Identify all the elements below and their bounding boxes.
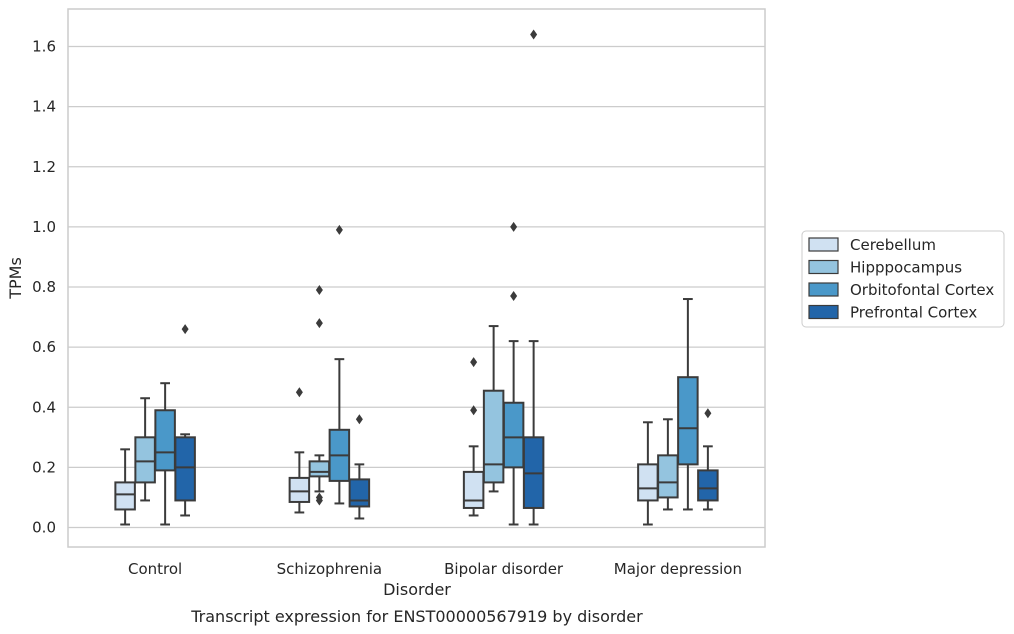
x-tick-label: Bipolar disorder [444, 560, 564, 578]
outlier-point [315, 318, 323, 329]
x-tick-label: Schizophrenia [277, 560, 382, 578]
box-iqr [697, 469, 719, 502]
legend-swatch [808, 237, 839, 252]
box-iqr [462, 470, 485, 509]
box-item [154, 382, 176, 526]
outlier-point [355, 414, 363, 425]
outlier-point [295, 387, 303, 398]
legend-label: Prefrontal Cortex [850, 304, 977, 322]
box-iqr [134, 436, 156, 484]
y-tick-label: 0.6 [32, 338, 56, 356]
box-item [288, 387, 311, 514]
legend-item: Prefrontal Cortex [808, 304, 977, 322]
x-tick-label: Control [128, 560, 182, 578]
legend-item: Orbitofontal Cortex [808, 281, 994, 299]
box-item [697, 408, 719, 511]
plot-area-frame [67, 8, 766, 548]
box-item [657, 418, 679, 511]
y-tick-label: 0.4 [32, 398, 56, 416]
legend-swatch [808, 282, 839, 297]
box-item [482, 325, 505, 493]
outlier-point [470, 357, 478, 368]
category-group [114, 324, 196, 526]
box-iqr [114, 481, 136, 511]
box-iqr [482, 389, 505, 484]
y-tick-label: 1.0 [32, 218, 56, 236]
box-iqr [174, 436, 196, 502]
box-iqr [288, 476, 311, 503]
box-iqr [637, 463, 659, 502]
legend-frame [801, 230, 1005, 328]
x-axis-label: Disorder [383, 580, 451, 599]
box-item [637, 421, 659, 526]
category-group [637, 298, 719, 526]
box-item [677, 298, 699, 511]
legend-items: Cerebellum Hipppocampus Orbitofontal Corte… [808, 236, 994, 322]
y-tick-label: 0.0 [32, 519, 56, 537]
category-group [288, 224, 371, 520]
box-item [348, 414, 371, 520]
y-tick-label: 1.2 [32, 158, 56, 176]
legend-label: Hipppocampus [850, 259, 962, 277]
box-iqr [657, 454, 679, 499]
box-iqr [154, 409, 176, 472]
box-groups [114, 29, 719, 526]
legend-swatch [808, 304, 839, 320]
legend: Cerebellum Hipppocampus Orbitofontal Corte… [801, 230, 1005, 328]
box-item [522, 29, 545, 526]
outlier-point [315, 492, 323, 503]
box-iqr [502, 401, 525, 469]
x-tick-label: Major depression [614, 560, 742, 578]
box-item [502, 221, 525, 526]
outlier-point [315, 285, 323, 296]
outlier-point [510, 221, 518, 232]
y-tick-label: 1.6 [32, 38, 56, 56]
box-item [174, 324, 196, 517]
legend-label: Cerebellum [850, 236, 936, 254]
outlier-point [530, 29, 538, 40]
y-tick-label: 1.4 [32, 98, 56, 116]
box-item [134, 397, 156, 502]
box-item [328, 224, 351, 505]
y-axis-ticks: 0.0 0.2 0.4 0.6 0.8 1.0 1.2 1.4 1.6 [32, 38, 56, 537]
category-group [462, 29, 545, 526]
outlier-point [335, 224, 343, 235]
outlier-point [181, 324, 189, 335]
box-item [308, 285, 331, 506]
outlier-point [704, 408, 712, 419]
legend-swatch [808, 259, 839, 275]
chart-caption: Transcript expression for ENST0000056791… [190, 607, 643, 626]
outlier-point [510, 291, 518, 302]
y-axis-label: TPMs [6, 257, 25, 300]
y-tick-label: 0.8 [32, 278, 56, 296]
y-tick-label: 0.2 [32, 458, 56, 476]
box-iqr [308, 460, 331, 478]
outlier-point [470, 405, 478, 416]
x-axis-ticks: Control Schizophrenia Bipolar disorder Majo… [128, 560, 742, 578]
legend-item: Hipppocampus [808, 259, 962, 277]
box-item [462, 357, 485, 517]
box-iqr [677, 376, 699, 466]
box-iqr [348, 478, 371, 508]
legend-item: Cerebellum [808, 236, 936, 254]
legend-label: Orbitofontal Cortex [850, 281, 994, 299]
box-item [114, 448, 136, 526]
